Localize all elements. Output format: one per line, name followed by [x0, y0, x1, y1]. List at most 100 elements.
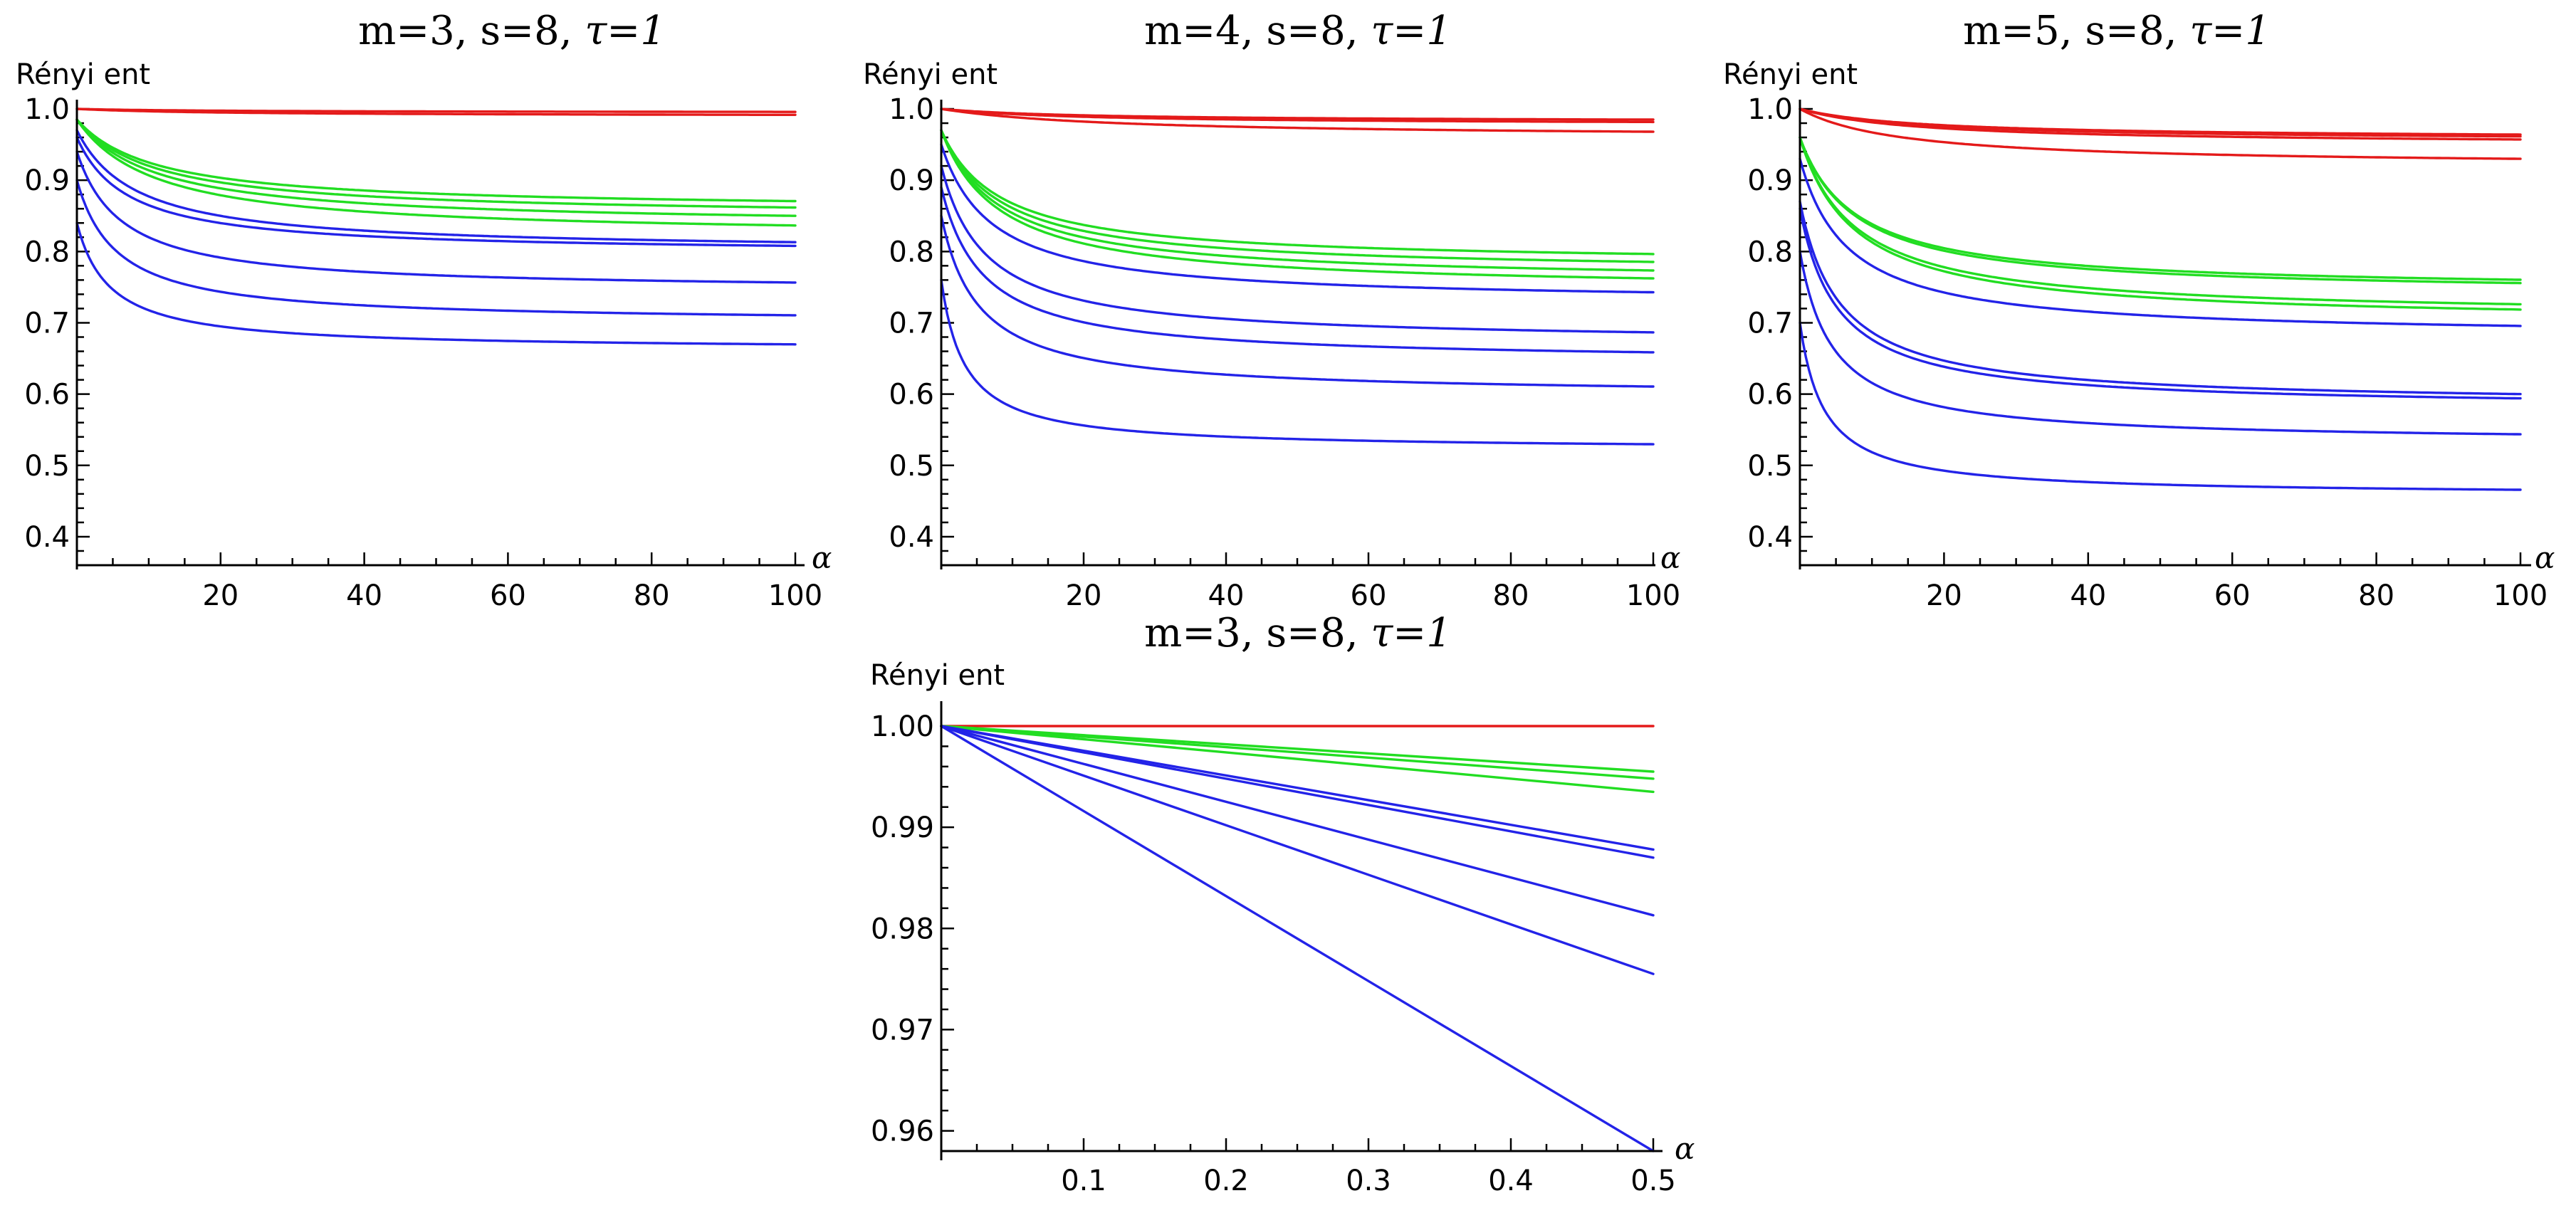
x-tick-label: 0.3: [1346, 1165, 1391, 1197]
y-tick-label: 0.5: [24, 450, 70, 483]
axis-ticks: 0.1 0.2 0.3 0.4 0.5 0.96 0.97 0.98 0.99 1.00: [871, 710, 1676, 1197]
series-line-blue-2: [940, 725, 1655, 859]
y-tick-label: 0.9: [889, 164, 934, 197]
series-line-green-2: [1799, 136, 2522, 285]
y-tick-label: 0.8: [889, 236, 934, 268]
y-tick-label: 0.5: [889, 450, 934, 483]
series-line-red-1: [75, 107, 797, 113]
x-tick-label: 80: [634, 579, 670, 612]
x-tick-label: 20: [202, 579, 239, 612]
series-line-green-2: [940, 725, 1655, 780]
chart-title: m=4, s=8, τ=1: [1144, 8, 1452, 54]
series-line-red-1: [1799, 107, 2522, 136]
chart-title: m=3, s=8, τ=1: [358, 8, 666, 54]
chart-panel-1: m=3, s=8, τ=1 Rényi ent α 20 40 60 80 100 0.4…: [16, 8, 832, 612]
y-tick-label: 0.97: [871, 1014, 934, 1046]
y-tick-label: 0.98: [871, 913, 934, 945]
series-line-blue-3: [940, 186, 1655, 354]
x-axis-label: α: [812, 540, 832, 575]
y-tick-label: 0.6: [24, 379, 70, 411]
series-line-blue-4: [75, 179, 797, 317]
series-line-blue-5: [940, 278, 1655, 446]
y-tick-label: 0.7: [24, 307, 70, 340]
y-tick-label: 0.7: [889, 307, 934, 340]
x-axis-label: α: [1660, 540, 1680, 575]
series-line-blue-4: [940, 725, 1655, 975]
x-tick-label: 100: [768, 579, 822, 612]
y-tick-label: 0.9: [24, 164, 70, 197]
series-line-blue-3: [1799, 207, 2522, 400]
series-line-blue-3: [75, 150, 797, 284]
y-axis-label: Rényi ent: [870, 659, 1005, 692]
series-line-green-4: [940, 129, 1655, 280]
x-tick-label: 0.2: [1203, 1165, 1249, 1197]
series-line-blue-2: [75, 136, 797, 248]
plot-curves: [1799, 107, 2522, 491]
x-tick-label: 0.5: [1630, 1165, 1676, 1197]
y-tick-label: 0.4: [1747, 521, 1793, 554]
x-tick-label: 20: [1066, 579, 1102, 612]
series-line-blue-3: [940, 725, 1655, 917]
x-tick-label: 60: [1351, 579, 1387, 612]
series-line-blue-4: [1799, 250, 2522, 436]
series-line-red-3: [1799, 107, 2522, 141]
y-tick-label: 0.99: [871, 812, 934, 844]
y-tick-label: 0.96: [871, 1115, 934, 1148]
x-tick-label: 40: [1208, 579, 1245, 612]
series-line-blue-5: [1799, 321, 2522, 491]
series-line-red-1: [940, 107, 1655, 121]
chart-title: m=3, s=8, τ=1: [1144, 610, 1452, 656]
x-tick-label: 40: [2070, 579, 2106, 612]
series-line-blue-4: [940, 214, 1655, 388]
series-line-blue-1: [1799, 157, 2522, 327]
series-line-red-2: [1799, 107, 2522, 138]
series-line-blue-2: [1799, 200, 2522, 396]
series-line-green-3: [940, 725, 1655, 794]
axis-ticks: 20 40 60 80 100 0.4 0.5 0.6 0.7 0.8 0.9 1.0: [889, 93, 1680, 612]
x-axis-label: α: [2535, 540, 2555, 575]
chart-panel-2: m=4, s=8, τ=1 Rényi ent α 20 40 60 80 100 0.4…: [863, 8, 1680, 612]
series-line-green-3: [940, 129, 1655, 272]
series-line-blue-1: [940, 725, 1655, 851]
series-line-green-2: [940, 129, 1655, 263]
series-line-green-3: [1799, 136, 2522, 306]
series-line-green-1: [1799, 136, 2522, 281]
x-tick-label: 80: [1493, 579, 1529, 612]
y-tick-label: 0.4: [889, 521, 934, 554]
y-tick-label: 0.5: [1747, 450, 1793, 483]
series-line-blue-5: [940, 725, 1655, 1152]
chart-title: m=5, s=8, τ=1: [1963, 8, 2271, 54]
x-tick-label: 20: [1926, 579, 1962, 612]
series-line-green-4: [1799, 136, 2522, 311]
y-tick-label: 0.8: [24, 236, 70, 268]
x-tick-label: 60: [490, 579, 526, 612]
x-tick-label: 80: [2358, 579, 2394, 612]
series-line-red-2: [940, 107, 1655, 124]
series-line-green-4: [75, 118, 797, 227]
series-line-red-3: [940, 107, 1655, 133]
chart-panel-3: m=5, s=8, τ=1 Rényi ent α 20 40 60 80 100 0.4…: [1723, 8, 2555, 612]
series-line-blue-1: [75, 129, 797, 243]
y-tick-label: 1.0: [889, 93, 934, 126]
y-axis-label: Rényi ent: [863, 58, 998, 91]
plot-curves: [75, 107, 797, 346]
series-line-blue-2: [940, 164, 1655, 334]
y-tick-label: 0.6: [1747, 379, 1793, 411]
axis-ticks: 20 40 60 80 100 0.4 0.5 0.6 0.7 0.8 0.9 1.0: [24, 93, 822, 612]
y-tick-label: 0.7: [1747, 307, 1793, 340]
x-tick-label: 100: [1626, 579, 1680, 612]
series-line-blue-5: [75, 221, 797, 346]
series-line-red-4: [1799, 107, 2522, 160]
y-axis-label: Rényi ent: [16, 58, 150, 91]
y-tick-label: 1.0: [1747, 93, 1793, 126]
x-tick-label: 60: [2214, 579, 2251, 612]
y-axis-label: Rényi ent: [1723, 58, 1858, 91]
series-line-red-2: [75, 107, 797, 116]
y-tick-label: 1.0: [24, 93, 70, 126]
x-axis-label: α: [1675, 1131, 1695, 1166]
x-tick-label: 0.1: [1061, 1165, 1106, 1197]
y-tick-label: 1.00: [871, 710, 934, 743]
series-line-green-2: [75, 118, 797, 209]
plot-curves: [940, 107, 1655, 446]
